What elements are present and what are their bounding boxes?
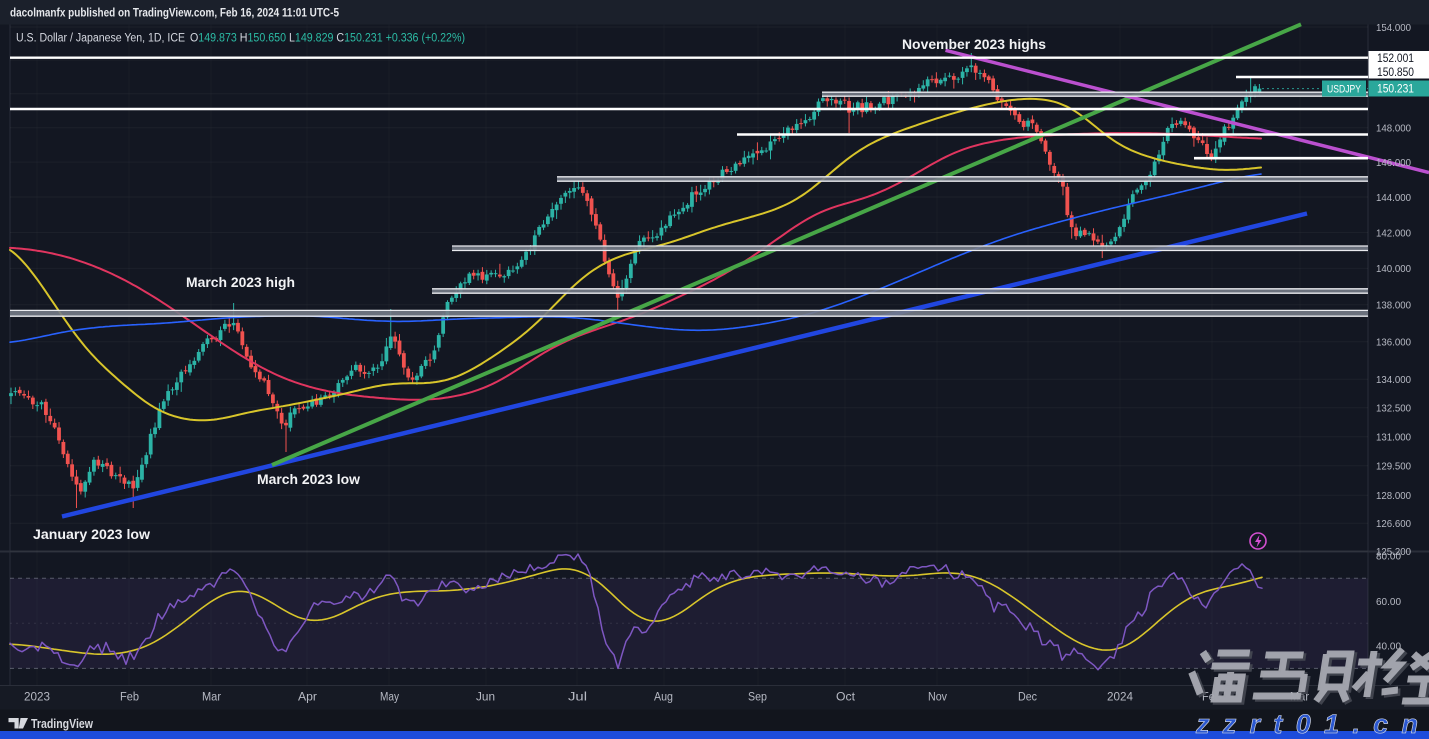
svg-text:Mar: Mar <box>202 692 221 704</box>
svg-text:Dec: Dec <box>1018 692 1037 704</box>
svg-text:May: May <box>380 692 399 704</box>
svg-text:129.500: 129.500 <box>1376 461 1411 473</box>
svg-text:131.000: 131.000 <box>1376 432 1411 444</box>
svg-text:Jun: Jun <box>476 692 495 704</box>
svg-text:2023: 2023 <box>24 692 50 704</box>
svg-text:152.001: 152.001 <box>1377 53 1414 65</box>
svg-text:Feb: Feb <box>120 692 139 704</box>
svg-text:128.000: 128.000 <box>1376 490 1411 502</box>
svg-text:Jul: Jul <box>568 692 587 704</box>
svg-text:Nov: Nov <box>928 692 947 704</box>
svg-text:dacolmanfx published on Tradin: dacolmanfx published on TradingView.com,… <box>10 6 339 20</box>
svg-text:140.000: 140.000 <box>1376 263 1411 275</box>
svg-text:144.000: 144.000 <box>1376 192 1411 204</box>
svg-text:125.200: 125.200 <box>1376 546 1411 558</box>
svg-text:134.000: 134.000 <box>1376 374 1411 386</box>
svg-text:2024: 2024 <box>1107 692 1134 704</box>
svg-text:Oct: Oct <box>836 692 856 704</box>
svg-text:136.000: 136.000 <box>1376 337 1411 349</box>
svg-text:O149.873 H150.650 L149.829: O149.873 H150.650 L149.829 C150.231 +0.3… <box>190 33 465 45</box>
svg-text:Sep: Sep <box>748 692 767 704</box>
svg-text:150.231: 150.231 <box>1377 84 1414 96</box>
svg-text:Apr: Apr <box>298 692 317 704</box>
svg-text:80.00: 80.00 <box>1376 550 1401 562</box>
svg-text:132.500: 132.500 <box>1376 403 1411 415</box>
svg-text:January 2023 low: January 2023 low <box>33 527 151 542</box>
svg-text:Aug: Aug <box>654 692 673 704</box>
svg-text:126.600: 126.600 <box>1376 518 1411 530</box>
svg-text:154.000: 154.000 <box>1376 22 1411 34</box>
svg-text:148.000: 148.000 <box>1376 123 1411 135</box>
svg-text:U.S. Dollar / Japanese Yen, 1D: U.S. Dollar / Japanese Yen, 1D, ICE <box>16 33 185 45</box>
svg-text:zzrt01.cn: zzrt01.cn <box>1195 709 1418 739</box>
svg-text:146.000: 146.000 <box>1376 157 1411 169</box>
svg-text:60.00: 60.00 <box>1376 596 1401 608</box>
svg-text:142.000: 142.000 <box>1376 227 1411 239</box>
svg-text:March 2023 high: March 2023 high <box>186 275 295 290</box>
svg-text:November 2023 highs: November 2023 highs <box>902 37 1046 52</box>
svg-text:150.850: 150.850 <box>1377 67 1414 79</box>
svg-text:USDJPY: USDJPY <box>1327 84 1362 96</box>
svg-text:40.00: 40.00 <box>1376 640 1401 652</box>
svg-text:138.000: 138.000 <box>1376 300 1411 312</box>
svg-text:March 2023 low: March 2023 low <box>257 472 361 487</box>
svg-text:TradingView: TradingView <box>31 717 93 731</box>
